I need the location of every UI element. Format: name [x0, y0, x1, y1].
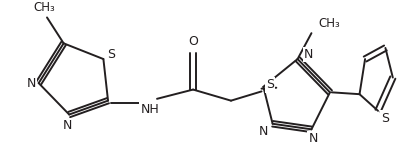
Text: S: S — [382, 112, 389, 125]
Text: O: O — [188, 35, 198, 48]
Text: S: S — [266, 78, 274, 92]
Text: N: N — [309, 132, 318, 145]
Text: CH₃: CH₃ — [33, 1, 55, 14]
Text: NH: NH — [140, 103, 159, 116]
Text: N: N — [259, 125, 268, 138]
Text: S: S — [107, 48, 115, 61]
Text: CH₃: CH₃ — [319, 17, 341, 30]
Text: N: N — [63, 119, 72, 132]
Text: N: N — [304, 48, 313, 61]
Text: N: N — [26, 77, 36, 90]
